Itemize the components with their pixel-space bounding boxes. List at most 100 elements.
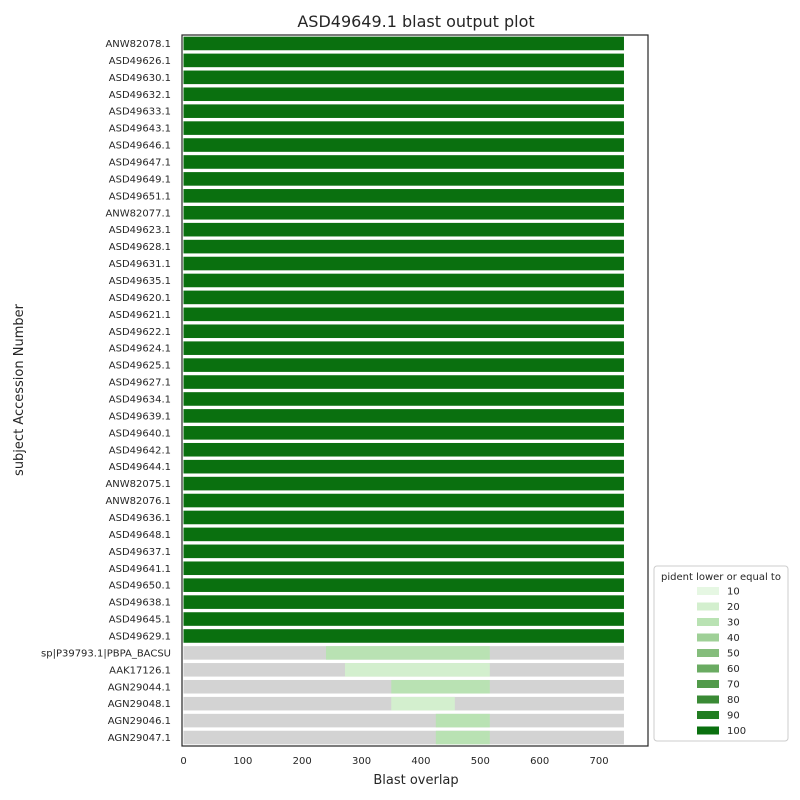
bar-row (183, 578, 624, 592)
bar-row (183, 358, 624, 372)
y-tick-label: AAK17126.1 (109, 665, 171, 676)
alignment-bar (183, 476, 624, 491)
bar-row (183, 544, 624, 559)
bar-row (183, 510, 624, 525)
legend-label: 50 (727, 649, 740, 660)
legend-label: 60 (727, 664, 740, 675)
plot-area (183, 36, 624, 745)
legend-swatch (697, 633, 719, 642)
bar-row (183, 476, 624, 491)
bar-row (183, 426, 624, 440)
y-tick-label: AGN29044.1 (108, 682, 171, 693)
legend-swatch (697, 664, 719, 673)
y-tick-label: ASD49629.1 (109, 631, 171, 642)
legend-swatch (697, 695, 719, 704)
bar-row (183, 713, 624, 728)
x-tick-label: 400 (411, 756, 430, 767)
y-tick-label: ANW82077.1 (105, 208, 171, 219)
y-tick-label: ASD49644.1 (109, 462, 171, 473)
y-axis-ticks: ANW82078.1 ASD49626.1 ASD49630.1 ASD49632.1… (41, 39, 171, 744)
bar-row (183, 629, 624, 643)
bar-row (183, 256, 624, 271)
alignment-bar (183, 189, 624, 203)
y-tick-label: AGN29048.1 (108, 699, 171, 710)
y-tick-label: ASD49651.1 (109, 191, 171, 202)
y-tick-label: ASD49630.1 (109, 73, 171, 84)
legend-label: 30 (727, 618, 740, 629)
y-tick-label: ASD49632.1 (109, 90, 171, 101)
x-axis-label: Blast overlap (373, 773, 458, 788)
x-tick-label: 200 (293, 756, 312, 767)
bar-row (183, 273, 624, 288)
y-tick-label: AGN29046.1 (108, 716, 171, 727)
x-tick-label: 600 (530, 756, 549, 767)
alignment-bar (183, 70, 624, 85)
legend-entry: 70 (697, 680, 740, 691)
alignment-bar (183, 205, 624, 220)
alignment-bar (183, 612, 624, 626)
bar-row (183, 679, 624, 694)
alignment-bar (183, 155, 624, 169)
legend-entry: 10 (697, 587, 740, 598)
bar-row (183, 222, 624, 237)
legend-entry: 90 (697, 711, 740, 722)
alignment-bar (183, 53, 624, 68)
alignment-bar (183, 138, 624, 152)
alignment-bar (183, 36, 624, 51)
bar-row (183, 527, 624, 542)
y-tick-label: ASD49627.1 (109, 378, 171, 389)
legend-label: 80 (727, 695, 740, 706)
y-tick-label: ASD49647.1 (109, 157, 171, 168)
alignment-bar (325, 646, 490, 660)
y-tick-label: ASD49624.1 (109, 344, 171, 355)
bar-row (183, 341, 624, 355)
legend-entry: 80 (697, 695, 740, 706)
bar-row (183, 205, 624, 220)
y-tick-label: ASD49640.1 (109, 428, 171, 439)
y-tick-label: ASD49628.1 (109, 242, 171, 253)
y-tick-label: ANW82075.1 (105, 479, 171, 490)
bar-row (183, 442, 624, 457)
bar-row (183, 189, 624, 203)
bar-row (183, 696, 624, 711)
bar-row (183, 324, 624, 339)
legend-swatch (697, 680, 719, 688)
alignment-bar (183, 493, 624, 508)
bar-row (183, 375, 624, 389)
y-tick-label: ASD49642.1 (109, 445, 171, 456)
y-tick-label: AGN29047.1 (108, 733, 171, 744)
alignment-bar (183, 544, 624, 559)
bar-row (183, 104, 624, 118)
alignment-bar (183, 341, 624, 355)
alignment-bar (183, 510, 624, 525)
x-tick-label: 300 (352, 756, 371, 767)
legend-label: 10 (727, 587, 740, 598)
legend-swatch (697, 649, 719, 657)
y-tick-label: ASD49623.1 (109, 225, 171, 236)
alignment-bar (183, 392, 624, 406)
y-tick-label: ASD49621.1 (109, 310, 171, 321)
bar-row (183, 290, 624, 305)
bar-row (183, 730, 624, 745)
alignment-bar (183, 578, 624, 592)
alignment-bar (183, 172, 624, 186)
alignment-bar (183, 459, 624, 474)
y-axis-label: subject Accession Number (12, 303, 27, 476)
bar-row (183, 70, 624, 85)
legend-entry: 30 (697, 618, 740, 629)
legend-entry: 100 (697, 726, 746, 737)
legend-label: 70 (727, 680, 740, 691)
y-tick-label: ASD49641.1 (109, 564, 171, 575)
plot-frame (181, 34, 649, 747)
legend-title: pident lower or equal to (661, 572, 781, 583)
y-tick-label: ASD49645.1 (109, 615, 171, 626)
alignment-bar (183, 256, 624, 271)
y-tick-label: sp|P39793.1|PBPA_BACSU (41, 648, 171, 659)
legend-swatch (697, 726, 719, 735)
y-tick-label: ASD49633.1 (109, 107, 171, 118)
bar-row (183, 663, 624, 677)
legend-frame (653, 565, 789, 742)
legend-entry: 20 (697, 602, 740, 613)
bar-row (183, 121, 624, 135)
